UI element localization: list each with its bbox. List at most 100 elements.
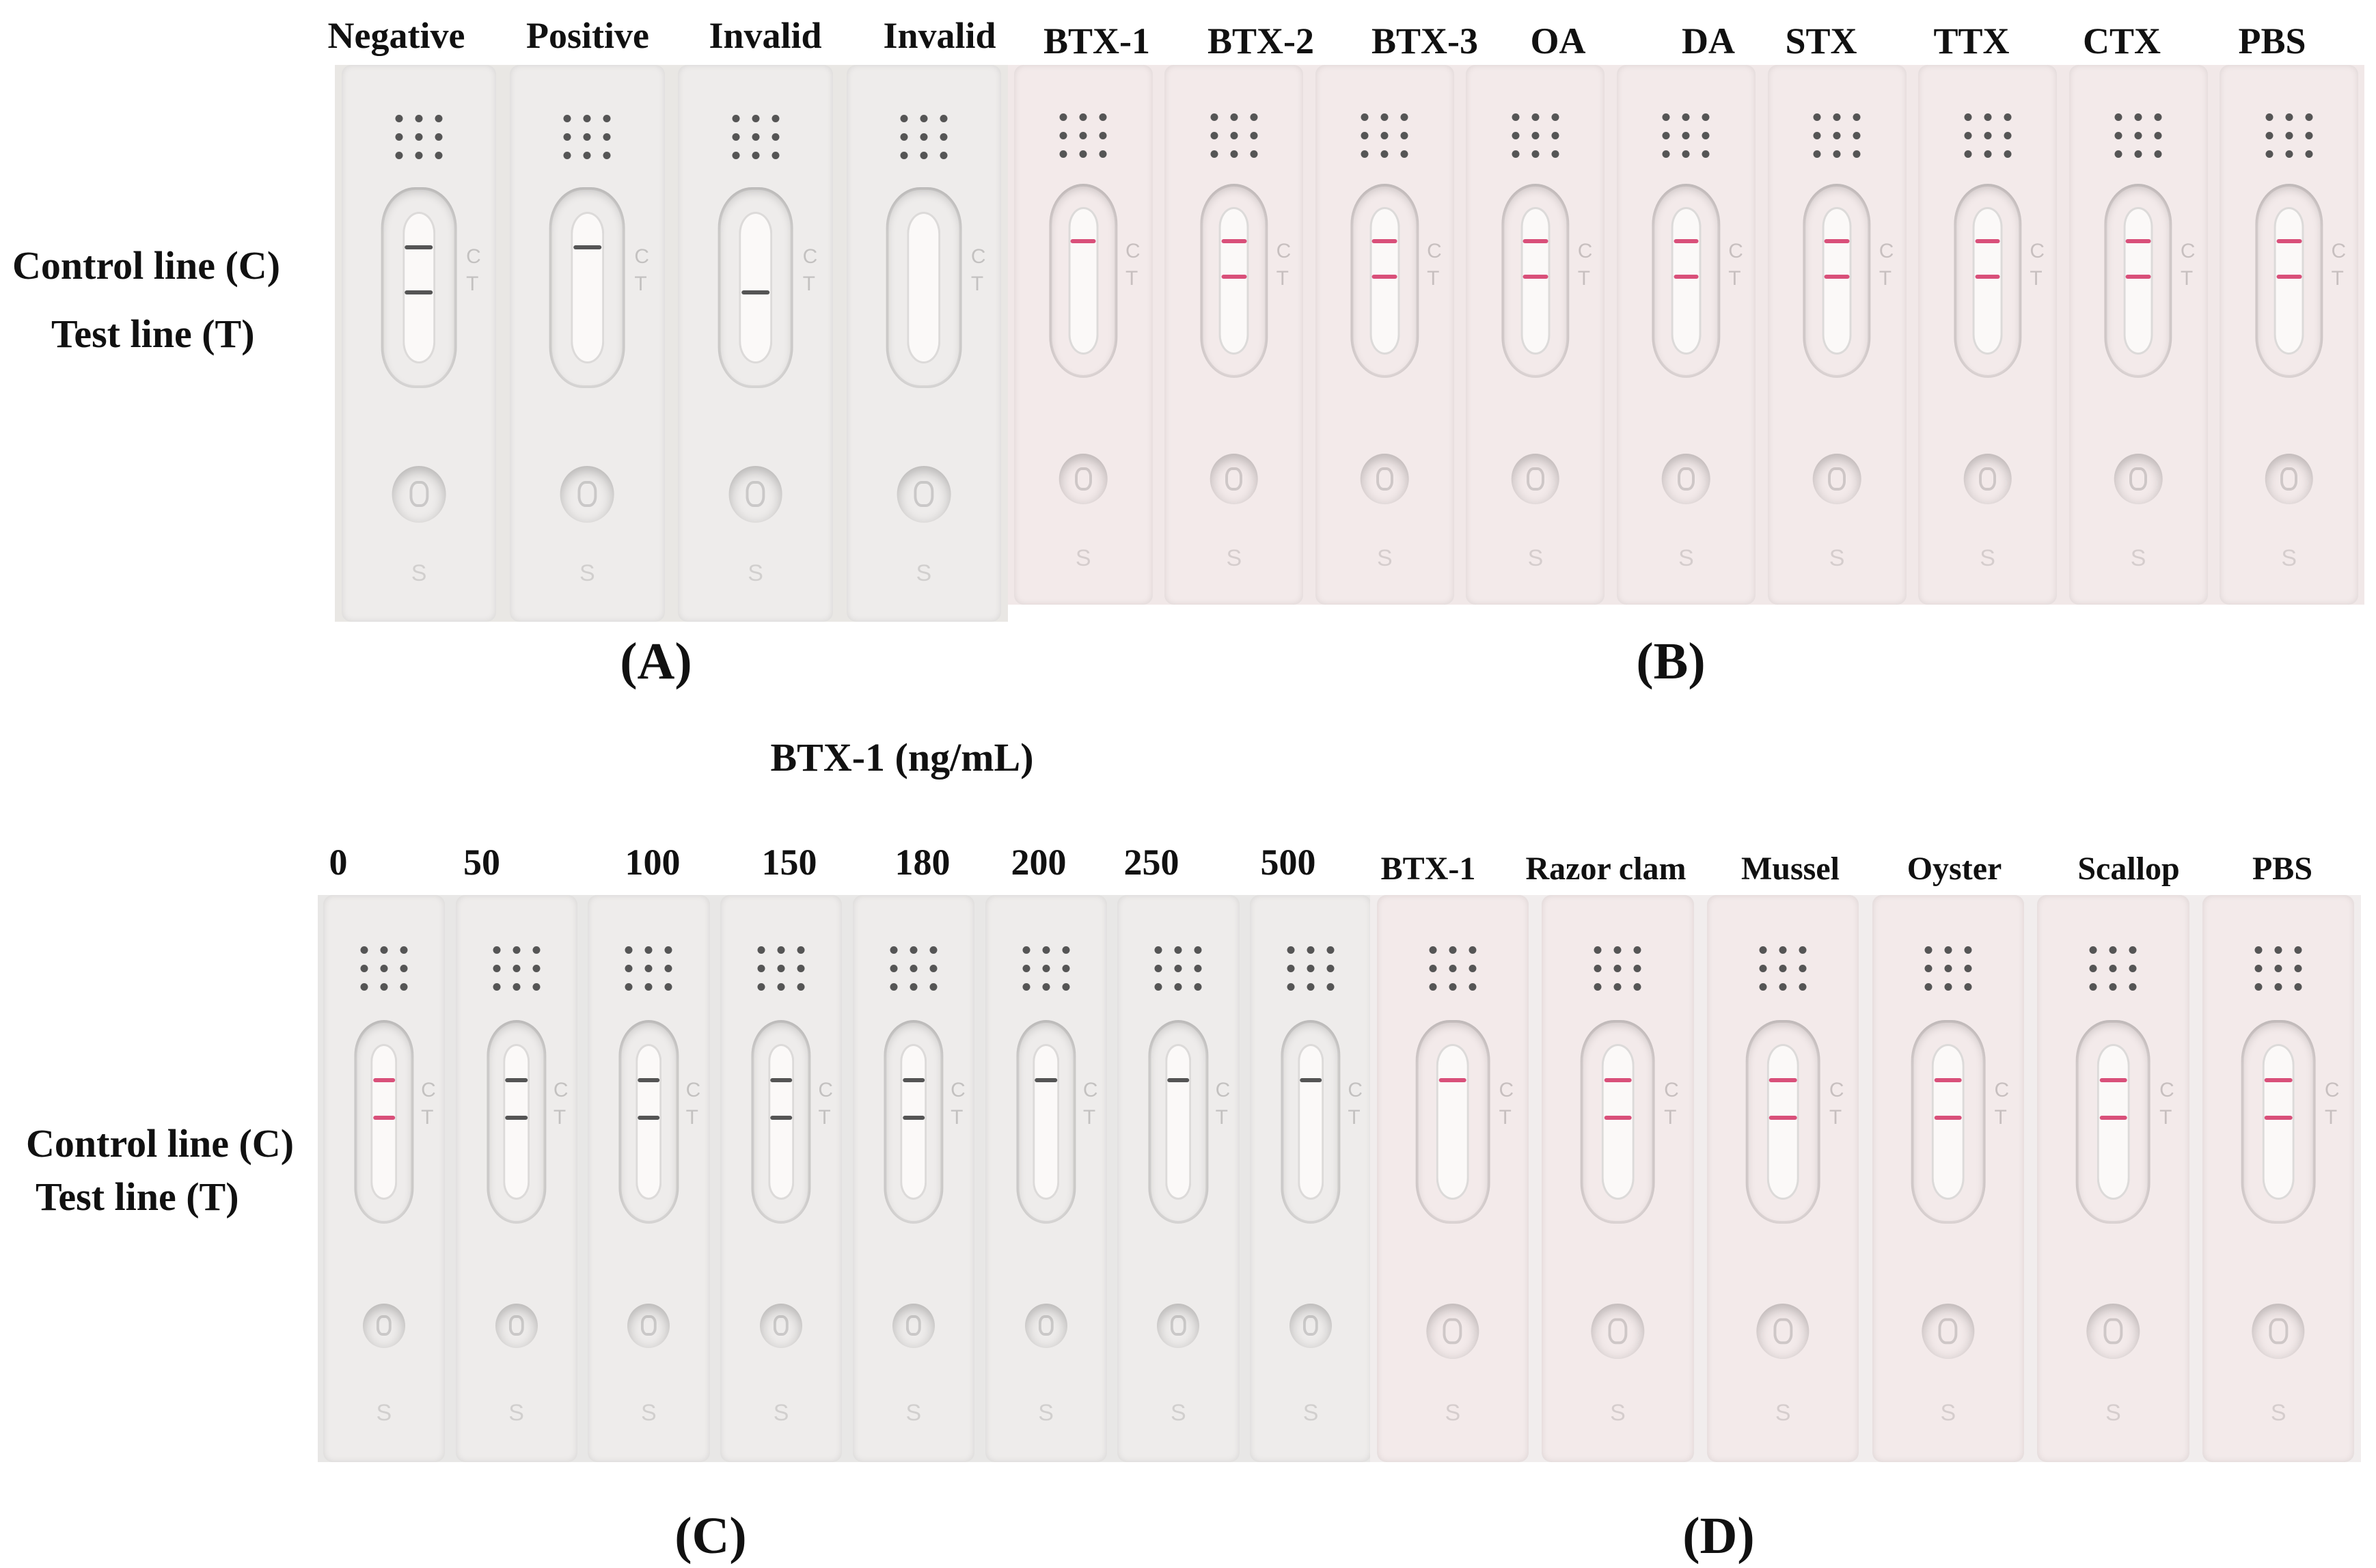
strip-label-pbs-b: PBS [2238, 20, 2306, 61]
test-line [2276, 275, 2302, 279]
control-line [2125, 239, 2151, 244]
control-line-label-a: Control line (C) [12, 243, 281, 288]
result-window [2104, 183, 2172, 379]
result-window [1581, 1019, 1655, 1224]
control-line [1674, 239, 1699, 244]
test-line [1221, 275, 1247, 279]
panel-c-letter: (C) [674, 1507, 747, 1565]
control-line [2276, 239, 2302, 244]
control-line [902, 1078, 925, 1083]
strip-label-da-b: DA [1682, 20, 1735, 61]
control-line [1221, 239, 1247, 244]
result-window [354, 1019, 414, 1224]
sample-well [1662, 453, 1710, 504]
control-line [1604, 1078, 1632, 1083]
strip-label-scallop-d: Scallop [2077, 851, 2180, 887]
control-line [2099, 1078, 2127, 1083]
control-line-label-c: Control line (C) [26, 1121, 295, 1166]
result-window [2241, 1019, 2316, 1224]
sample-well [1812, 453, 1861, 504]
result-window [1652, 183, 1721, 379]
result-window [1911, 1019, 1986, 1224]
result-window [1415, 1019, 1490, 1224]
sample-well [897, 465, 951, 523]
sample-well [1157, 1303, 1200, 1348]
test-line [1934, 1115, 1962, 1120]
strip-label-razor-clam-d: Razor clam [1525, 851, 1687, 887]
control-line [573, 245, 601, 249]
control-line [1300, 1078, 1322, 1083]
result-window [2076, 1019, 2150, 1224]
test-line [2265, 1115, 2293, 1120]
sample-well [627, 1303, 670, 1348]
sample-well [1289, 1303, 1333, 1348]
strip-label-stx-b: STX [1785, 20, 1857, 61]
strip-label-500: 500 [1260, 842, 1316, 883]
result-window [1049, 183, 1117, 379]
control-line [405, 245, 433, 249]
test-line [1674, 275, 1699, 279]
test-line [902, 1115, 925, 1120]
test-line [2099, 1115, 2127, 1120]
sample-well [2086, 1303, 2140, 1359]
test-line [1372, 275, 1397, 279]
sample-well [1059, 453, 1108, 504]
control-line [505, 1078, 528, 1083]
result-window [1745, 1019, 1820, 1224]
sample-well [392, 465, 446, 523]
strip-label-btx-3-b: BTX-3 [1371, 20, 1478, 61]
result-window [381, 187, 457, 388]
sample-well [2252, 1303, 2305, 1359]
test-line-label-a: Test line (T) [51, 312, 255, 356]
test-line [405, 290, 433, 295]
strip-label-250: 250 [1123, 842, 1179, 883]
result-window [1281, 1019, 1341, 1224]
sample-well [728, 465, 783, 523]
strip-label-50: 50 [463, 842, 500, 883]
strip-label-ttx-b: TTX [1933, 20, 2010, 61]
test-line [638, 1115, 660, 1120]
test-line [505, 1115, 528, 1120]
panel-c-header: BTX-1 (ng/mL) [770, 735, 1034, 780]
strip-label-ctx-b: CTX [2082, 20, 2161, 61]
result-window [2255, 183, 2323, 379]
test-line [1769, 1115, 1797, 1120]
strip-label-oa-b: OA [1530, 20, 1586, 61]
result-window [1350, 183, 1419, 379]
strip-label-btx-1-d: BTX-1 [1380, 851, 1476, 887]
result-window [718, 187, 794, 388]
control-line [1167, 1078, 1190, 1083]
control-line [1769, 1078, 1797, 1083]
strip-label-pbs-d: PBS [2252, 851, 2313, 887]
strip-label-btx-2-b: BTX-2 [1207, 20, 1314, 61]
sample-well [1024, 1303, 1067, 1348]
sample-well [1591, 1303, 1645, 1359]
test-line [2125, 275, 2151, 279]
result-window [1016, 1019, 1076, 1224]
strip-label-oyster-d: Oyster [1907, 851, 2002, 887]
sample-well [1511, 453, 1560, 504]
sample-well [1210, 453, 1259, 504]
result-window [884, 1019, 944, 1224]
result-window [1200, 183, 1268, 379]
sample-well [2114, 453, 2163, 504]
test-line [372, 1115, 395, 1120]
result-window [886, 187, 962, 388]
